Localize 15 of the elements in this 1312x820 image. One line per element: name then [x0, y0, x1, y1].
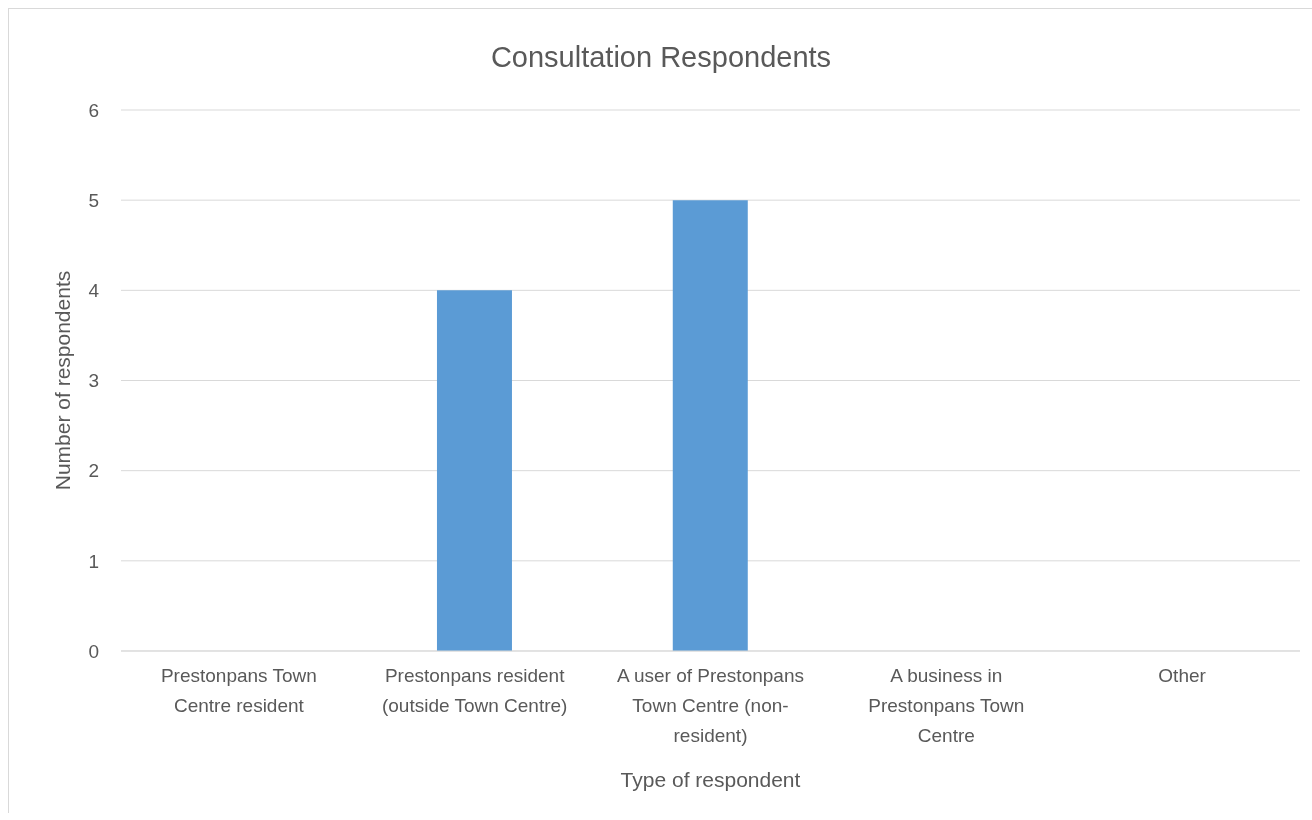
y-tick-label: 6	[88, 99, 99, 121]
y-tick-label: 1	[88, 550, 99, 572]
chart-title: Consultation Respondents	[489, 41, 833, 73]
x-tick-label: Prestonpans Town Centre resident	[160, 665, 317, 717]
y-tick-label: 0	[88, 640, 99, 662]
x-tick-label: Other	[1158, 665, 1207, 687]
x-tick-label: Prestonpans resident (outside Town Centre)	[381, 665, 568, 717]
x-tick-label: A business in Prestonpans Town Centre	[868, 665, 1025, 747]
x-tick-label: A user of Prestonpans Town Centre (non-resident)	[617, 665, 804, 747]
y-axis-title: Number of respondents	[50, 270, 74, 491]
y-tick-label: 4	[88, 280, 100, 302]
y-tick-label: 5	[88, 189, 99, 211]
y-tick-label: 3	[88, 370, 99, 392]
x-axis-title: Type of respondent	[620, 767, 801, 791]
y-tick-label: 2	[88, 460, 99, 482]
